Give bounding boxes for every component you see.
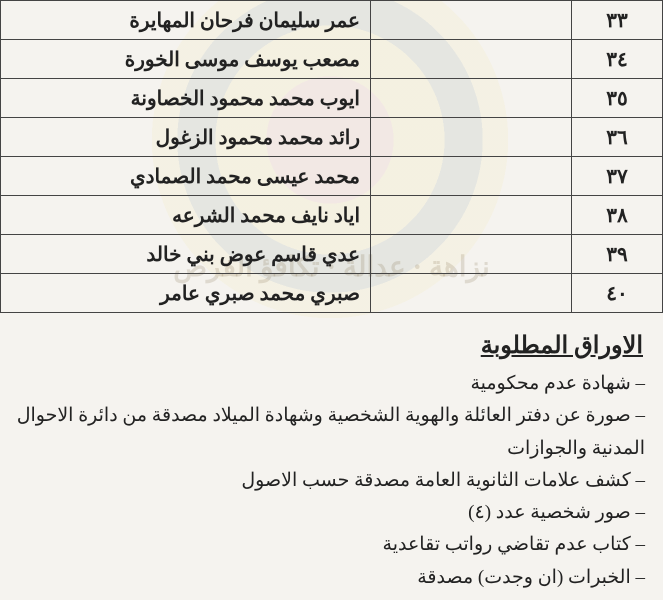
table-row: ٤٠ صبري محمد صبري عامر	[1, 274, 663, 313]
row-empty-cell	[371, 40, 572, 79]
row-number: ٣٣	[572, 1, 663, 40]
row-empty-cell	[371, 157, 572, 196]
requirement-item: شهادة عدم محكومية	[10, 368, 645, 400]
requirement-item: كشف علامات الثانوية العامة مصدقة حسب الا…	[10, 465, 645, 497]
row-empty-cell	[371, 1, 572, 40]
row-number: ٣٥	[572, 79, 663, 118]
table-row: ٣٤ مصعب يوسف موسى الخورة	[1, 40, 663, 79]
requirements-list: شهادة عدم محكوميةصورة عن دفتر العائلة وا…	[10, 368, 645, 594]
requirements-title: الاوراق المطلوبة	[0, 331, 643, 360]
row-number: ٣٩	[572, 235, 663, 274]
table-row: ٣٦ رائد محمد محمود الزغول	[1, 118, 663, 157]
row-name: ايوب محمد محمود الخصاونة	[1, 79, 371, 118]
requirement-item: كتاب عدم تقاضي رواتب تقاعدية	[10, 529, 645, 561]
names-table: ٣٣ عمر سليمان فرحان المهايرة ٣٤ مصعب يوسف م…	[0, 0, 663, 313]
row-number: ٣٦	[572, 118, 663, 157]
table-row: ٣٣ عمر سليمان فرحان المهايرة	[1, 1, 663, 40]
row-name: مصعب يوسف موسى الخورة	[1, 40, 371, 79]
row-name: اياد نايف محمد الشرعه	[1, 196, 371, 235]
row-empty-cell	[371, 79, 572, 118]
table-row: ٣٩ عدي قاسم عوض بني خالد	[1, 235, 663, 274]
row-name: عدي قاسم عوض بني خالد	[1, 235, 371, 274]
row-empty-cell	[371, 118, 572, 157]
table-row: ٣٥ ايوب محمد محمود الخصاونة	[1, 79, 663, 118]
row-number: ٤٠	[572, 274, 663, 313]
row-number: ٣٨	[572, 196, 663, 235]
table-row: ٣٧ محمد عيسى محمد الصمادي	[1, 157, 663, 196]
requirement-item: الخبرات (ان وجدت) مصدقة	[10, 562, 645, 594]
row-name: عمر سليمان فرحان المهايرة	[1, 1, 371, 40]
table-row: ٣٨ اياد نايف محمد الشرعه	[1, 196, 663, 235]
row-name: رائد محمد محمود الزغول	[1, 118, 371, 157]
requirement-item: صور شخصية عدد (٤)	[10, 497, 645, 529]
row-empty-cell	[371, 196, 572, 235]
row-empty-cell	[371, 235, 572, 274]
row-number: ٣٤	[572, 40, 663, 79]
row-name: محمد عيسى محمد الصمادي	[1, 157, 371, 196]
requirement-item: صورة عن دفتر العائلة والهوية الشخصية وشه…	[10, 400, 645, 465]
row-name: صبري محمد صبري عامر	[1, 274, 371, 313]
row-number: ٣٧	[572, 157, 663, 196]
row-empty-cell	[371, 274, 572, 313]
